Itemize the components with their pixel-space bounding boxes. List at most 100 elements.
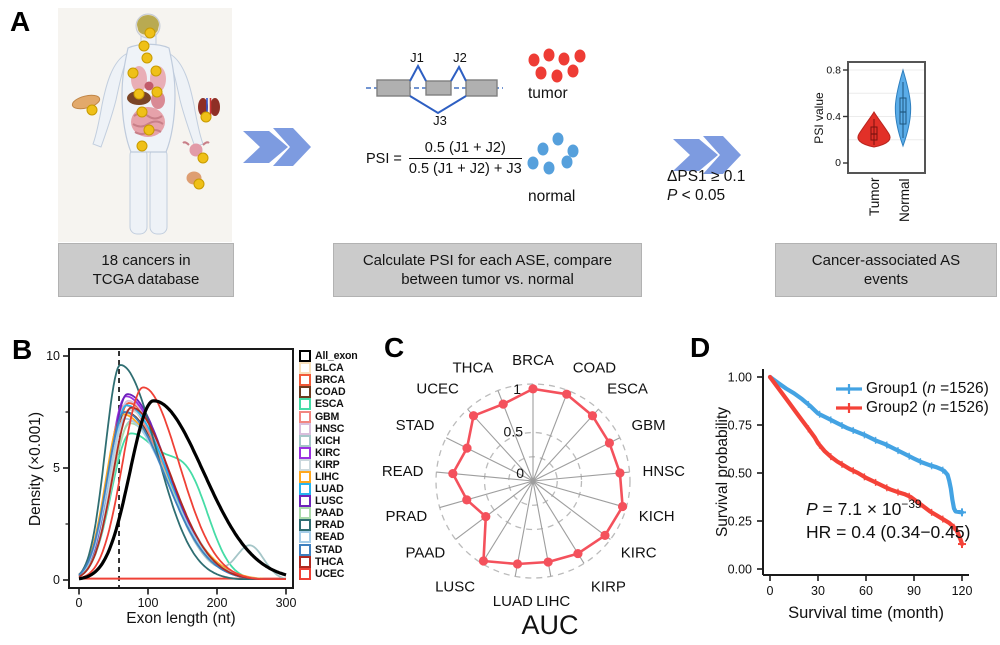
legend-label: KIRC	[315, 446, 341, 459]
legend-item-KICH: KICH	[299, 434, 358, 447]
brain-organ	[137, 15, 159, 35]
filter-line-dpsi: ΔPS1 ≥ 0.1	[667, 168, 746, 185]
psi-formula-numerator: 0.5 (J1 + J2)	[408, 140, 522, 159]
radar-point-LUSC	[478, 556, 489, 566]
filter-criteria: ΔPS1 ≥ 0.1 P < 0.05	[667, 167, 745, 206]
density-curve-UCEC	[78, 386, 286, 580]
density-curve-HNSC	[78, 399, 286, 580]
b-ytick-label: 0	[53, 573, 60, 587]
panel-d-label: D	[690, 332, 711, 363]
legend-item-PRAD: PRAD	[299, 519, 358, 532]
legend-label: READ	[315, 531, 345, 544]
bladder-organ	[186, 171, 202, 185]
radar-spoke	[532, 480, 627, 509]
d-ytick-label: 0.50	[728, 467, 752, 481]
b-xtick-label: 100	[138, 596, 159, 610]
tumor-group-label: tumor	[528, 85, 568, 102]
radar-spoke	[481, 480, 534, 564]
survival-legend-item-group1: Group1 (n =1526)	[836, 380, 989, 398]
violin-xcat-tumor: Tumor	[867, 177, 882, 216]
filter-line-pvalue: P < 0.05	[667, 187, 726, 205]
junction-j3-label: J3	[433, 113, 447, 128]
density-curve-BRCA	[78, 402, 286, 580]
radar-spoke	[436, 471, 534, 482]
d-xtick-label: 60	[859, 584, 873, 598]
density-curve-PRAD	[78, 364, 286, 580]
legend-label: BLCA	[315, 362, 344, 375]
legend-item-THCA: THCA	[299, 555, 358, 568]
legend-swatch	[299, 374, 311, 387]
legend-swatch	[299, 350, 311, 363]
panel-c-label: C	[384, 332, 405, 363]
legend-line-marker-icon	[836, 403, 862, 413]
legend-item-STAD: STAD	[299, 543, 358, 556]
survival-legend: Group1 (n =1526) Group2 (n =1526)	[836, 380, 989, 417]
radar-gridline	[435, 383, 631, 579]
radar-axis-label-LUSC: LUSC	[435, 579, 475, 596]
radar-spoke	[497, 390, 534, 482]
density-curve-ESCA	[78, 432, 286, 580]
density-curve-KICH	[78, 420, 287, 580]
legend-swatch	[299, 386, 311, 399]
radar-axis-label-KICH: KICH	[639, 508, 675, 525]
legend-swatch	[299, 483, 311, 496]
radar-axis-label-ESCA: ESCA	[607, 381, 648, 398]
d-y-axis-label: Survival probability	[714, 407, 731, 537]
density-curve-STAD	[78, 411, 286, 580]
density-curve-GBM	[78, 404, 286, 580]
legend-item-BLCA: BLCA	[299, 362, 358, 375]
density-legend: All_exon BLCA BRCA COAD ESCA GBM HNSC KICH KIRC K…	[299, 350, 358, 580]
d-x-axis-label: Survival time (month)	[788, 604, 944, 622]
radar-axis-label-LIHC: LIHC	[536, 593, 570, 610]
b-ytick-label: 5	[53, 461, 60, 475]
legend-swatch	[299, 398, 311, 411]
violin-xcat-normal: Normal	[897, 178, 912, 222]
legend-item-BRCA: BRCA	[299, 374, 358, 387]
legend-label: KIRP	[315, 458, 340, 471]
b-xtick-label: 0	[76, 596, 83, 610]
survival-hr: HR = 0.4 (0.34−0.45)	[806, 522, 971, 543]
violin-shape-tumor	[857, 111, 891, 148]
legend-swatch	[299, 446, 311, 459]
radar-axis-label-KIRC: KIRC	[621, 544, 657, 561]
legend-label: THCA	[315, 555, 344, 568]
d-xtick-label: 30	[811, 584, 825, 598]
stomach-organ	[151, 91, 165, 109]
legend-swatch	[299, 567, 311, 580]
survival-stats: P = 7.1 × 10−39 HR = 0.4 (0.34−0.45)	[806, 496, 970, 545]
caption-tcga: 18 cancers in TCGA database	[58, 243, 234, 297]
radar-spoke	[532, 480, 611, 540]
radar-point-GBM	[604, 438, 615, 448]
radar-spoke	[445, 437, 534, 482]
radar-gridline	[483, 431, 583, 531]
radar-point-PAAD	[481, 512, 491, 522]
density-curve-All_exon	[78, 399, 287, 581]
violin-plot: 0 0.4 0.8 PSI value Tumor Normal	[812, 61, 926, 222]
legend-swatch	[299, 410, 311, 423]
legend-label: Group1 (n =1526)	[866, 380, 989, 397]
legend-item-LIHC: LIHC	[299, 470, 358, 483]
d-ytick-label: 0.00	[728, 563, 752, 577]
legend-label: STAD	[315, 543, 343, 556]
legend-item-LUSC: LUSC	[299, 495, 358, 508]
radar-point-READ	[448, 468, 458, 479]
radar-point-KIRC	[600, 530, 610, 540]
legend-swatch	[299, 555, 311, 568]
legend-label: LUAD	[315, 483, 344, 496]
caption-as-events: Cancer-associated AS events	[775, 243, 997, 297]
legend-swatch	[299, 458, 311, 471]
b-y-axis-label: Density (×0.001)	[27, 412, 44, 526]
psi-formula: PSI = 0.5 (J1 + J2) 0.5 (J1 + J2) + J3	[366, 140, 522, 177]
junction-j2-label: J2	[453, 50, 467, 65]
radar-auc-polygon	[451, 387, 624, 566]
radar-point-STAD	[462, 443, 472, 453]
radar-axis-label-BRCA: BRCA	[512, 352, 554, 369]
legend-item-KIRC: KIRC	[299, 446, 358, 459]
junction-j1-label: J1	[410, 50, 424, 65]
radar-spoke	[532, 408, 599, 482]
legend-item-HNSC: HNSC	[299, 422, 358, 435]
legend-label: All_exon	[315, 350, 358, 363]
density-curve-LUSC	[78, 393, 286, 580]
d-ytick-label: 0.25	[728, 515, 752, 529]
